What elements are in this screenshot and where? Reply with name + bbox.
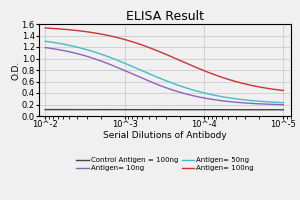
Antigen= 50ng bbox=[276, 101, 279, 104]
Antigen= 100ng bbox=[281, 89, 285, 92]
Antigen= 10ng bbox=[157, 84, 160, 86]
Antigen= 50ng bbox=[185, 87, 189, 89]
Antigen= 10ng bbox=[238, 101, 242, 104]
Y-axis label: O.D.: O.D. bbox=[11, 60, 20, 80]
Antigen= 50ng bbox=[172, 83, 176, 85]
Antigen= 10ng bbox=[185, 93, 189, 95]
Control Antigen = 100ng bbox=[281, 109, 285, 111]
Antigen= 10ng bbox=[276, 103, 279, 106]
Control Antigen = 100ng bbox=[238, 109, 242, 111]
Control Antigen = 100ng bbox=[276, 109, 279, 111]
Antigen= 100ng bbox=[44, 27, 47, 29]
Line: Antigen= 100ng: Antigen= 100ng bbox=[45, 28, 283, 90]
Title: ELISA Result: ELISA Result bbox=[126, 10, 204, 23]
Control Antigen = 100ng bbox=[185, 108, 189, 111]
Antigen= 100ng bbox=[158, 51, 162, 53]
Control Antigen = 100ng bbox=[172, 108, 176, 111]
Antigen= 50ng bbox=[44, 40, 47, 42]
Control Antigen = 100ng bbox=[158, 108, 162, 111]
Antigen= 10ng bbox=[172, 89, 176, 92]
Antigen= 100ng bbox=[172, 57, 176, 59]
Antigen= 50ng bbox=[157, 76, 160, 79]
X-axis label: Serial Dilutions of Antibody: Serial Dilutions of Antibody bbox=[103, 131, 227, 140]
Antigen= 50ng bbox=[238, 98, 242, 101]
Line: Antigen= 50ng: Antigen= 50ng bbox=[45, 41, 283, 103]
Control Antigen = 100ng bbox=[157, 108, 160, 111]
Antigen= 100ng bbox=[276, 89, 279, 91]
Antigen= 100ng bbox=[157, 50, 160, 52]
Legend: Control Antigen = 100ng, Antigen= 10ng, Antigen= 50ng, Antigen= 100ng: Control Antigen = 100ng, Antigen= 10ng, … bbox=[74, 154, 256, 174]
Antigen= 10ng bbox=[281, 103, 285, 106]
Antigen= 50ng bbox=[158, 77, 162, 79]
Line: Antigen= 10ng: Antigen= 10ng bbox=[45, 48, 283, 105]
Antigen= 100ng bbox=[238, 82, 242, 84]
Antigen= 10ng bbox=[44, 46, 47, 49]
Antigen= 10ng bbox=[158, 84, 162, 87]
Antigen= 50ng bbox=[281, 101, 285, 104]
Control Antigen = 100ng bbox=[44, 108, 47, 111]
Antigen= 100ng bbox=[185, 62, 189, 65]
